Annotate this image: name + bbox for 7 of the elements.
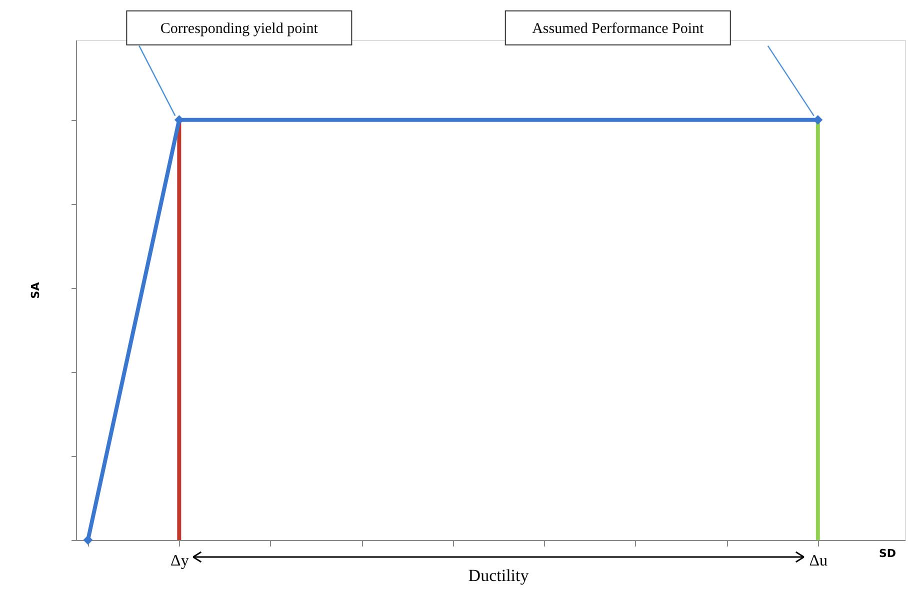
text: Corresponding yield point <box>160 20 319 37</box>
text: Ductility <box>468 566 530 585</box>
text: Assumed Performance Point <box>532 20 705 37</box>
x-tick-label: Δy <box>170 552 189 570</box>
x-tick-label: Δu <box>809 552 828 570</box>
y-axis-title: SA <box>29 282 42 299</box>
x-axis-title: SD <box>878 547 896 560</box>
